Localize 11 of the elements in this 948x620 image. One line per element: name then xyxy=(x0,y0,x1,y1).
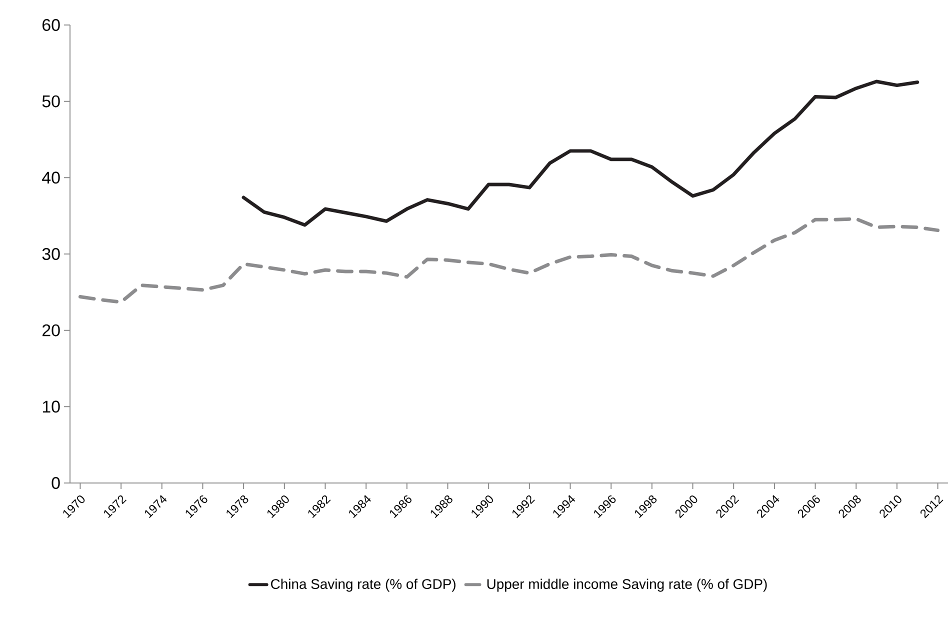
legend-label: China Saving rate (% of GDP) xyxy=(271,578,456,592)
y-tick-label: 60 xyxy=(42,18,60,31)
y-tick-label: 0 xyxy=(52,476,60,489)
line-series xyxy=(78,217,940,304)
y-tick-label: 50 xyxy=(42,95,60,108)
line-series xyxy=(242,80,920,227)
legend-label: Upper middle income Saving rate (% of GDP) xyxy=(487,578,767,592)
y-tick-label: 30 xyxy=(42,248,60,260)
y-tick-label: 10 xyxy=(42,400,60,413)
y-tick-label: 20 xyxy=(42,324,60,336)
y-tick-label: 40 xyxy=(42,172,60,184)
